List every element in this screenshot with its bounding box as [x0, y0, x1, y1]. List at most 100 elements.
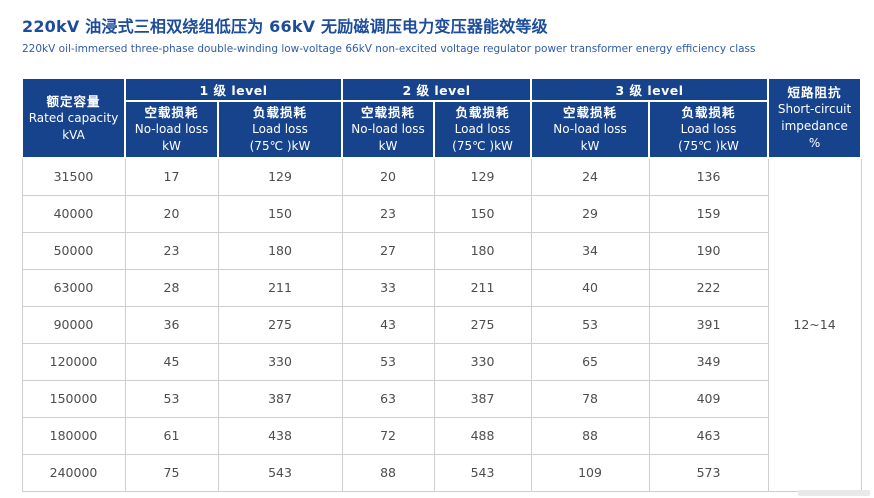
short-circuit-impedance-header: 短路阻抗 Short-circuit impedance % [767, 77, 863, 159]
rated-capacity-header: 额定容量 Rated capacity kVA [21, 77, 126, 159]
cell-l2-noload: 27 [341, 231, 435, 270]
impedance-en2: impedance [781, 119, 848, 133]
cell-capacity: 40000 [21, 194, 126, 233]
table-body: 31500 17 129 20 129 24 136 12~14 40000 2… [21, 157, 862, 492]
cell-l2-load: 180 [433, 231, 532, 270]
table-row: 240000 75 543 88 543 109 573 [21, 453, 861, 492]
cell-l3-load: 222 [648, 268, 769, 307]
table-row: 180000 61 438 72 488 88 463 [21, 416, 861, 455]
cell-capacity: 180000 [21, 416, 126, 455]
cell-l1-noload: 36 [124, 305, 219, 344]
cell-l1-load: 438 [217, 416, 343, 455]
cell-l3-noload: 88 [530, 416, 650, 455]
cell-l3-noload: 78 [530, 379, 650, 418]
cell-l3-noload: 29 [530, 194, 650, 233]
group-level-2-header: 2 级 level [341, 77, 533, 102]
page-title-en: 220kV oil-immersed three-phase double-wi… [22, 43, 756, 55]
cell-capacity: 31500 [21, 157, 126, 196]
rated-capacity-unit: kVA [62, 127, 85, 142]
impedance-value-cell: 12~14 [767, 157, 862, 492]
cell-l1-noload: 61 [124, 416, 219, 455]
cell-l3-noload: 65 [530, 342, 650, 381]
cell-l1-noload: 23 [124, 231, 219, 270]
cell-l3-noload: 24 [530, 157, 650, 196]
cell-l2-load: 543 [433, 453, 532, 492]
table-row: 150000 53 387 63 387 78 409 [21, 379, 861, 418]
l2-load-header: 负载损耗 Load loss (75℃ )kW [433, 100, 533, 159]
impedance-zh: 短路阻抗 [787, 85, 842, 100]
cell-l1-load: 387 [217, 379, 343, 418]
cell-l2-noload: 53 [341, 342, 435, 381]
table-row: 90000 36 275 43 275 53 391 [21, 305, 861, 344]
cell-l1-load: 150 [217, 194, 343, 233]
cell-l2-noload: 63 [341, 379, 435, 418]
impedance-unit: % [808, 136, 821, 150]
header-sub-row: 空载损耗 No-load loss kW 负载损耗 Load loss (75℃… [22, 100, 861, 159]
cell-l3-load: 573 [648, 453, 769, 492]
cell-l1-load: 275 [217, 305, 343, 344]
cell-l1-load: 180 [217, 231, 343, 270]
table-row: 50000 23 180 27 180 34 190 [21, 231, 861, 270]
cell-capacity: 63000 [21, 268, 126, 307]
scrollbar-corner-artifact [798, 490, 870, 496]
cell-l3-load: 391 [648, 305, 769, 344]
cell-l3-load: 190 [648, 231, 769, 270]
l3-noload-header: 空载损耗 No-load loss kW [530, 100, 651, 159]
cell-l2-load: 150 [433, 194, 532, 233]
rated-capacity-en: Rated capacity [28, 110, 119, 125]
header-band-row: 额定容量 Rated capacity kVA 1 级 level 2 级 le… [21, 77, 863, 159]
cell-l2-load: 211 [433, 268, 532, 307]
cell-capacity: 120000 [21, 342, 126, 381]
table-row: 40000 20 150 23 150 29 159 [21, 194, 861, 233]
efficiency-table: 额定容量 Rated capacity kVA 1 级 level 2 级 le… [21, 77, 863, 492]
cell-capacity: 150000 [21, 379, 126, 418]
cell-l1-noload: 17 [124, 157, 219, 196]
cell-l2-load: 330 [433, 342, 532, 381]
cell-l1-load: 330 [217, 342, 343, 381]
cell-l1-noload: 75 [124, 453, 219, 492]
impedance-en1: Short-circuit [777, 102, 852, 116]
cell-l2-noload: 23 [341, 194, 435, 233]
cell-l2-load: 275 [433, 305, 532, 344]
l3-load-header: 负载损耗 Load loss (75℃ )kW [648, 100, 770, 159]
l2-noload-header: 空载损耗 No-load loss kW [341, 100, 436, 159]
cell-l1-load: 543 [217, 453, 343, 492]
cell-l3-noload: 40 [530, 268, 650, 307]
l1-noload-header: 空载损耗 No-load loss kW [124, 100, 219, 159]
table-row: 120000 45 330 53 330 65 349 [21, 342, 861, 381]
cell-l2-load: 129 [433, 157, 532, 196]
group-level-1-header: 1 级 level [123, 77, 344, 102]
cell-l3-noload: 109 [530, 453, 650, 492]
table-row: 31500 17 129 20 129 24 136 12~14 [21, 157, 862, 492]
cell-capacity: 90000 [21, 305, 126, 344]
table-row: 63000 28 211 33 211 40 222 [21, 268, 861, 307]
cell-l1-noload: 53 [124, 379, 219, 418]
cell-l3-load: 349 [648, 342, 769, 381]
cell-l3-noload: 34 [530, 231, 650, 270]
cell-l1-load: 211 [217, 268, 343, 307]
cell-l2-load: 488 [433, 416, 532, 455]
group-level-3-header: 3 级 level [530, 77, 770, 102]
l1-load-header: 负载损耗 Load loss (75℃ )kW [216, 100, 344, 159]
cell-l2-noload: 43 [341, 305, 435, 344]
rated-capacity-zh: 额定容量 [46, 93, 101, 109]
cell-l1-noload: 28 [124, 268, 219, 307]
cell-l3-load: 409 [648, 379, 769, 418]
cell-l2-noload: 88 [341, 453, 435, 492]
cell-l2-load: 387 [433, 379, 532, 418]
cell-l3-load: 159 [648, 194, 769, 233]
cell-l2-noload: 33 [341, 268, 435, 307]
cell-l2-noload: 72 [341, 416, 435, 455]
cell-l3-load: 463 [648, 416, 769, 455]
cell-l3-noload: 53 [530, 305, 650, 344]
cell-l2-noload: 20 [341, 157, 435, 196]
title-block: 220kV 油浸式三相双绕组低压为 66kV 无励磁调压电力变压器能效等级 22… [0, 0, 874, 56]
cell-l1-load: 129 [217, 157, 343, 196]
cell-l3-load: 136 [648, 157, 769, 196]
page-title-zh: 220kV 油浸式三相双绕组低压为 66kV 无励磁调压电力变压器能效等级 [22, 17, 548, 36]
cell-capacity: 240000 [21, 453, 126, 492]
cell-l1-noload: 45 [124, 342, 219, 381]
cell-l1-noload: 20 [124, 194, 219, 233]
table-header: 额定容量 Rated capacity kVA 1 级 level 2 级 le… [21, 77, 863, 159]
